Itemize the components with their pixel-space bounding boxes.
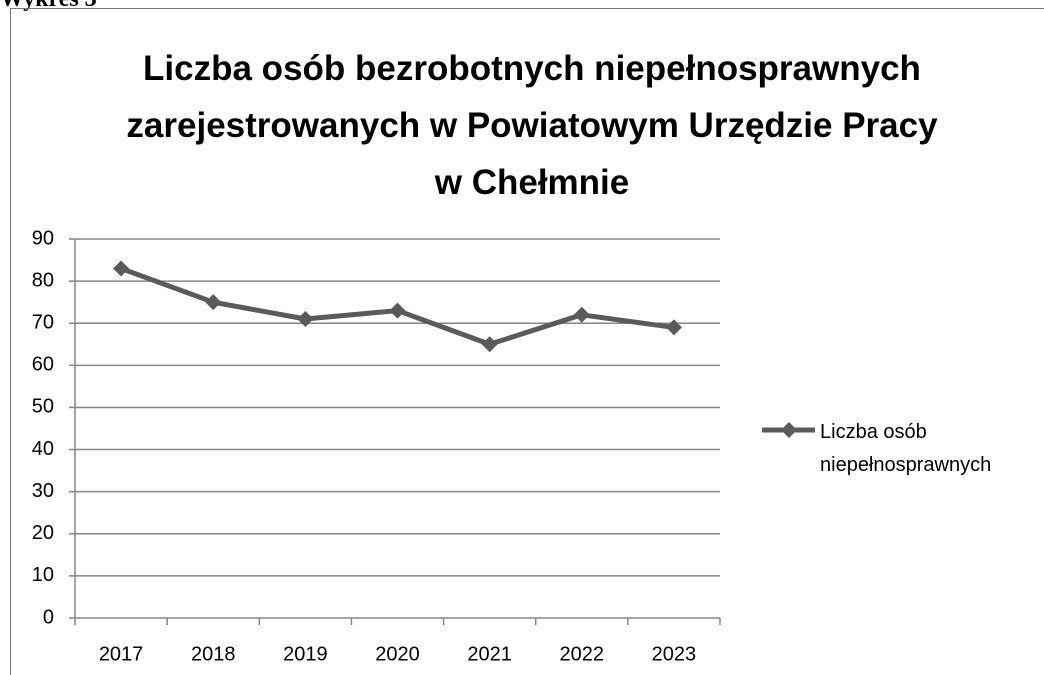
y-tick-label: 60: [32, 354, 54, 376]
x-tick-label: 2023: [652, 643, 697, 665]
data-point: [573, 306, 590, 323]
y-tick-label: 80: [32, 269, 54, 291]
y-tick-label: 90: [32, 227, 54, 249]
x-tick-label: 2020: [375, 643, 420, 665]
y-tick-label: 70: [32, 312, 54, 334]
chart-border: [10, 8, 1044, 675]
y-tick-label: 10: [32, 564, 54, 586]
legend-label: Liczba osób niepełnosprawnych: [820, 421, 992, 476]
x-tick-label: 2021: [467, 643, 512, 665]
data-point: [205, 294, 222, 311]
x-tick-label: 2018: [191, 643, 236, 665]
y-tick-label: 30: [32, 480, 54, 502]
chart-title: Liczba osób bezrobotnych niepełnosprawny…: [126, 49, 938, 202]
legend-marker: [781, 422, 797, 438]
y-tick-label: 40: [32, 438, 54, 460]
data-point: [297, 311, 314, 328]
data-point: [481, 336, 498, 353]
y-tick-label: 0: [43, 606, 54, 628]
x-tick-label: 2022: [560, 643, 605, 665]
data-point: [113, 260, 130, 277]
data-point: [665, 319, 682, 336]
x-tick-label: 2019: [283, 643, 328, 665]
y-tick-label: 50: [32, 396, 54, 418]
data-point: [389, 302, 406, 319]
x-tick-label: 2017: [99, 643, 144, 665]
y-tick-label: 20: [32, 522, 54, 544]
